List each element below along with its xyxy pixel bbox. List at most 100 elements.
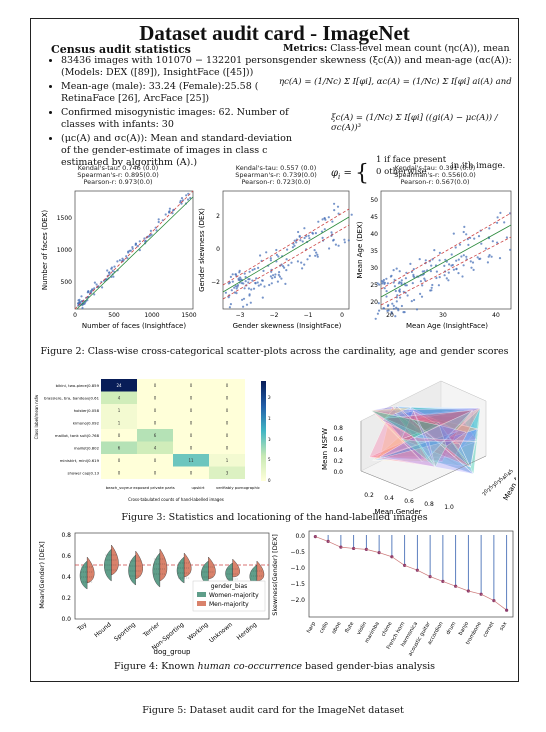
scatter-point	[269, 257, 272, 260]
y-axis-label: Mean Age (DEX)	[356, 221, 364, 278]
ci-line	[74, 190, 194, 310]
scatter-point	[406, 294, 409, 297]
scatter-points	[374, 211, 512, 320]
heatmap-cell	[137, 454, 173, 467]
scatter-point	[321, 218, 324, 221]
surface-facet	[372, 458, 443, 462]
scatter-point	[269, 275, 272, 278]
scatter-point	[280, 277, 283, 280]
scatter-point	[405, 271, 408, 274]
scatter-point	[87, 290, 90, 293]
heatmap-cell-value: 0	[226, 395, 229, 400]
ci-line	[380, 236, 512, 306]
heatmap-cell-value: 1	[118, 408, 121, 413]
scatter-point	[308, 237, 311, 240]
z-tick: 0.6	[333, 436, 343, 443]
census-list: 83436 images with 101070 − 132201 person…	[45, 55, 301, 171]
scatter-point	[300, 261, 303, 264]
heatmap-row-label: shower cap|0.13	[68, 470, 100, 475]
scatter-point	[496, 221, 499, 224]
y-tick: 40	[370, 231, 378, 238]
figure4-caption: Figure 4: Known human co-occurrence base…	[114, 661, 435, 672]
scatter-point	[350, 213, 353, 216]
scatter-point	[374, 317, 377, 320]
surface-facet	[384, 410, 423, 463]
scatter-point	[397, 282, 400, 285]
surface-facet	[411, 419, 471, 467]
heatmap-cell-value: 0	[190, 433, 193, 438]
x-axis-label: Number of faces (Insightface)	[82, 322, 186, 330]
stat-kendall: Kendal's-tau: 0.746 (0.0)	[77, 164, 159, 172]
z-axis-label: Mean NSFW	[321, 428, 329, 470]
heatmap-cell	[173, 379, 209, 392]
heatmap-cell	[173, 466, 209, 479]
scatter-point	[429, 270, 432, 273]
x-axis-label: dog_group	[154, 648, 192, 656]
scatter-point	[243, 287, 246, 290]
nsfw-surface-plot: 0.0 0.2 0.4 0.6 0.8 Mean NSFW 0.2 0.4 0.…	[321, 380, 516, 516]
x-tick: 30	[439, 312, 447, 319]
heatmap-cell-value: 6	[154, 433, 157, 438]
lollipop-chart: 0.0 −0.5 −1.0 −1.5 −2.0 Skewness(Gender)…	[271, 530, 514, 657]
violin-category-label: Terrier	[141, 621, 161, 640]
scatter-point	[134, 243, 137, 246]
scatter-point	[347, 239, 350, 242]
census-item: Mean-age (male): 33.24 (Female):25.58 ( …	[61, 81, 301, 105]
scatter-point	[443, 274, 446, 277]
scatter-point	[79, 301, 82, 304]
x-tick: 500	[108, 312, 120, 319]
scatter-panel-age: Kendal's-tau: 0.391 (0.0) Spearman's-r: …	[355, 165, 515, 333]
stat-pearson: Pearson-r: 0.567(0.0)	[400, 178, 470, 186]
y-tick: 20	[370, 299, 378, 306]
heatmap-row-label: miniskirt, mini|0.619	[60, 458, 100, 463]
scatter-point	[470, 266, 473, 269]
scatter-point	[333, 209, 336, 212]
heatmap-cell-value: 0	[118, 458, 121, 463]
scatter-point	[397, 309, 400, 312]
heatmap-cell-value: 6	[118, 445, 121, 450]
scatter-point	[293, 239, 296, 242]
card-title: Dataset audit card - ImageNet	[139, 21, 410, 45]
scatter-point	[438, 251, 441, 254]
scatter-point	[93, 281, 96, 284]
scatter-point	[410, 300, 413, 303]
scatter-point	[320, 230, 324, 233]
y-tick: 25	[487, 484, 495, 493]
heatmap-cell-value: 0	[226, 433, 229, 438]
colorbar-tick: 15	[268, 416, 271, 421]
scatter-point	[168, 207, 171, 210]
scatter-point	[185, 194, 188, 197]
violin-category-label: Sporting	[113, 621, 137, 643]
surface-facet	[413, 437, 477, 442]
scatter-point	[377, 302, 380, 305]
y-tick: 500	[61, 279, 73, 286]
scatter-point	[168, 210, 171, 213]
equation-phi-case2: 0 otherwise	[376, 167, 427, 177]
heatmap-cell	[173, 416, 209, 429]
heatmap-cell	[137, 466, 173, 479]
violin-category-label: Working	[186, 621, 209, 642]
y-axis-label: Gender skewness (DEX)	[198, 208, 206, 292]
scatter-point	[116, 260, 119, 263]
scatter-point	[469, 260, 472, 263]
scatter-point	[244, 275, 247, 279]
scatter-point	[491, 240, 494, 243]
heatmap-cell-value: 0	[118, 470, 121, 475]
heatmap-row-label: brassiere, bra, bandeau|0.61	[44, 395, 100, 400]
scatter-point	[385, 277, 388, 280]
scatter-point	[473, 237, 476, 240]
violin-women	[176, 556, 185, 584]
heatmap-cell	[101, 441, 137, 454]
metrics-block: Metrics: Class-level mean count (ηc(A)),…	[283, 43, 515, 67]
lollipop-point	[454, 584, 458, 588]
scatter-point	[129, 249, 132, 252]
heatmap-col-label: verifiably pornographic	[216, 485, 260, 490]
scatter-point	[438, 276, 441, 279]
heatmap-cell	[101, 466, 137, 479]
scatter-point	[462, 254, 465, 257]
scatter-point	[237, 277, 240, 280]
scatter-point	[240, 278, 243, 281]
plot-frame	[222, 190, 350, 310]
scatter-point	[496, 241, 499, 244]
x-tick: 0.4	[384, 495, 394, 502]
